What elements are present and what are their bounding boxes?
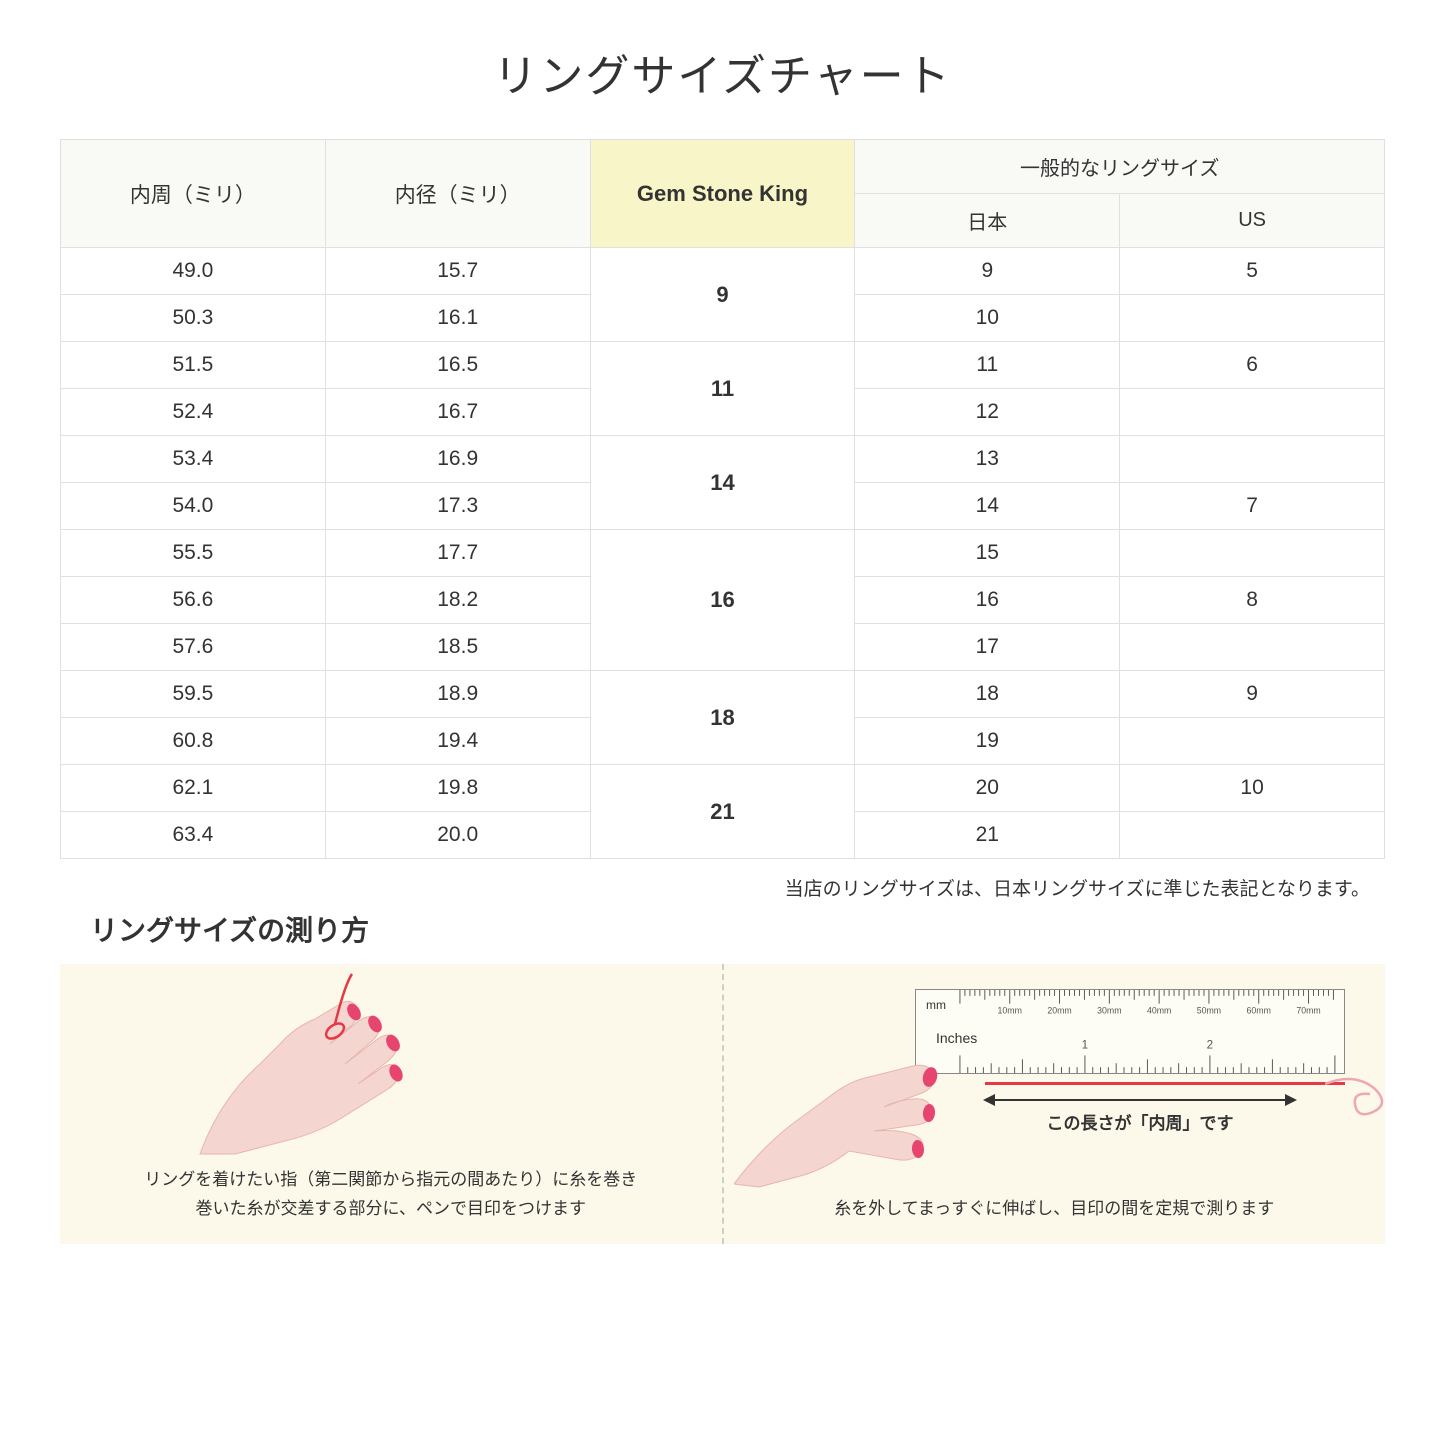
cell-gsk: 9 xyxy=(590,248,855,342)
svg-text:2: 2 xyxy=(1207,1039,1214,1052)
cell-diameter: 16.9 xyxy=(325,436,590,483)
cell-circumference: 52.4 xyxy=(61,389,326,436)
cell-diameter: 16.7 xyxy=(325,389,590,436)
table-row: 55.517.71615 xyxy=(61,530,1385,577)
ruler-ticks: 10mm 20mm 30mm 40mm 50mm 60mm 70mm 1 2 xyxy=(916,990,1336,1073)
cell-japan: 13 xyxy=(855,436,1120,483)
size-chart-table: 内周（ミリ） 内径（ミリ） Gem Stone King 一般的なリングサイズ … xyxy=(60,139,1385,859)
arrow-line xyxy=(985,1099,1295,1101)
thread-curl xyxy=(1325,1064,1395,1124)
cell-diameter: 17.7 xyxy=(325,530,590,577)
header-general: 一般的なリングサイズ xyxy=(855,140,1385,194)
table-row: 62.119.8212010 xyxy=(61,765,1385,812)
instructions-container: リングを着けたい指（第二関節から指元の間あたり）に糸を巻き巻いた糸が交差する部分… xyxy=(60,964,1385,1244)
header-us: US xyxy=(1120,194,1385,248)
cell-japan: 18 xyxy=(855,671,1120,718)
table-row: 59.518.918189 xyxy=(61,671,1385,718)
table-row: 49.015.7995 xyxy=(61,248,1385,295)
hand-illustration-right xyxy=(734,1049,954,1189)
cell-japan: 12 xyxy=(855,389,1120,436)
cell-diameter: 19.4 xyxy=(325,718,590,765)
cell-japan: 17 xyxy=(855,624,1120,671)
cell-us xyxy=(1120,295,1385,342)
cell-circumference: 63.4 xyxy=(61,812,326,859)
cell-circumference: 59.5 xyxy=(61,671,326,718)
cell-us xyxy=(1120,389,1385,436)
cell-japan: 20 xyxy=(855,765,1120,812)
cell-circumference: 57.6 xyxy=(61,624,326,671)
cell-us: 9 xyxy=(1120,671,1385,718)
cell-japan: 11 xyxy=(855,342,1120,389)
arrow-label: この長さが「内周」です xyxy=(985,1109,1295,1134)
header-diameter: 内径（ミリ） xyxy=(325,140,590,248)
cell-us: 8 xyxy=(1120,577,1385,624)
cell-us: 7 xyxy=(1120,483,1385,530)
table-note: 当店のリングサイズは、日本リングサイズに準じた表記となります。 xyxy=(60,874,1385,901)
cell-gsk: 21 xyxy=(590,765,855,859)
table-body: 49.015.799550.316.11051.516.51111652.416… xyxy=(61,248,1385,859)
cell-gsk: 18 xyxy=(590,671,855,765)
cell-japan: 15 xyxy=(855,530,1120,577)
ruler-illustration: mm Inches 10mm20mm30mm40mm50mm60mm70mm 1… xyxy=(915,989,1345,1074)
svg-text:20mm: 20mm xyxy=(1047,1005,1071,1015)
cell-japan: 9 xyxy=(855,248,1120,295)
table-row: 53.416.91413 xyxy=(61,436,1385,483)
cell-circumference: 60.8 xyxy=(61,718,326,765)
left-instruction-text: リングを着けたい指（第二関節から指元の間あたり）に糸を巻き巻いた糸が交差する部分… xyxy=(90,1166,692,1224)
cell-diameter: 18.2 xyxy=(325,577,590,624)
howto-heading: リングサイズの測り方 xyxy=(90,909,1385,949)
header-gsk: Gem Stone King xyxy=(590,140,855,248)
cell-circumference: 49.0 xyxy=(61,248,326,295)
instruction-panel-right: mm Inches 10mm20mm30mm40mm50mm60mm70mm 1… xyxy=(724,964,1386,1244)
hand-illustration-left xyxy=(180,969,460,1159)
cell-diameter: 18.5 xyxy=(325,624,590,671)
cell-circumference: 62.1 xyxy=(61,765,326,812)
cell-us: 6 xyxy=(1120,342,1385,389)
svg-text:60mm: 60mm xyxy=(1247,1005,1271,1015)
page-title: リングサイズチャート xyxy=(60,40,1385,104)
cell-diameter: 15.7 xyxy=(325,248,590,295)
cell-circumference: 56.6 xyxy=(61,577,326,624)
cell-japan: 19 xyxy=(855,718,1120,765)
cell-us xyxy=(1120,812,1385,859)
cell-gsk: 14 xyxy=(590,436,855,530)
svg-text:40mm: 40mm xyxy=(1147,1005,1171,1015)
cell-circumference: 55.5 xyxy=(61,530,326,577)
svg-text:10mm: 10mm xyxy=(998,1005,1022,1015)
cell-diameter: 16.5 xyxy=(325,342,590,389)
cell-japan: 16 xyxy=(855,577,1120,624)
cell-us xyxy=(1120,530,1385,577)
cell-diameter: 18.9 xyxy=(325,671,590,718)
svg-text:30mm: 30mm xyxy=(1097,1005,1121,1015)
cell-us: 5 xyxy=(1120,248,1385,295)
cell-circumference: 50.3 xyxy=(61,295,326,342)
cell-us: 10 xyxy=(1120,765,1385,812)
svg-text:70mm: 70mm xyxy=(1296,1005,1320,1015)
table-row: 51.516.511116 xyxy=(61,342,1385,389)
cell-us xyxy=(1120,436,1385,483)
cell-circumference: 54.0 xyxy=(61,483,326,530)
right-instruction-text: 糸を外してまっすぐに伸ばし、目印の間を定規で測ります xyxy=(754,1195,1356,1224)
measure-arrow: この長さが「内周」です xyxy=(985,1099,1295,1134)
cell-circumference: 51.5 xyxy=(61,342,326,389)
cell-diameter: 19.8 xyxy=(325,765,590,812)
header-circumference: 内周（ミリ） xyxy=(61,140,326,248)
cell-japan: 14 xyxy=(855,483,1120,530)
cell-diameter: 20.0 xyxy=(325,812,590,859)
cell-us xyxy=(1120,718,1385,765)
cell-japan: 21 xyxy=(855,812,1120,859)
svg-text:50mm: 50mm xyxy=(1197,1005,1221,1015)
cell-us xyxy=(1120,624,1385,671)
cell-circumference: 53.4 xyxy=(61,436,326,483)
thread-line xyxy=(985,1082,1345,1085)
cell-gsk: 11 xyxy=(590,342,855,436)
cell-gsk: 16 xyxy=(590,530,855,671)
cell-diameter: 17.3 xyxy=(325,483,590,530)
cell-japan: 10 xyxy=(855,295,1120,342)
instruction-panel-left: リングを着けたい指（第二関節から指元の間あたり）に糸を巻き巻いた糸が交差する部分… xyxy=(60,964,724,1244)
header-japan: 日本 xyxy=(855,194,1120,248)
svg-text:1: 1 xyxy=(1082,1039,1089,1052)
cell-diameter: 16.1 xyxy=(325,295,590,342)
